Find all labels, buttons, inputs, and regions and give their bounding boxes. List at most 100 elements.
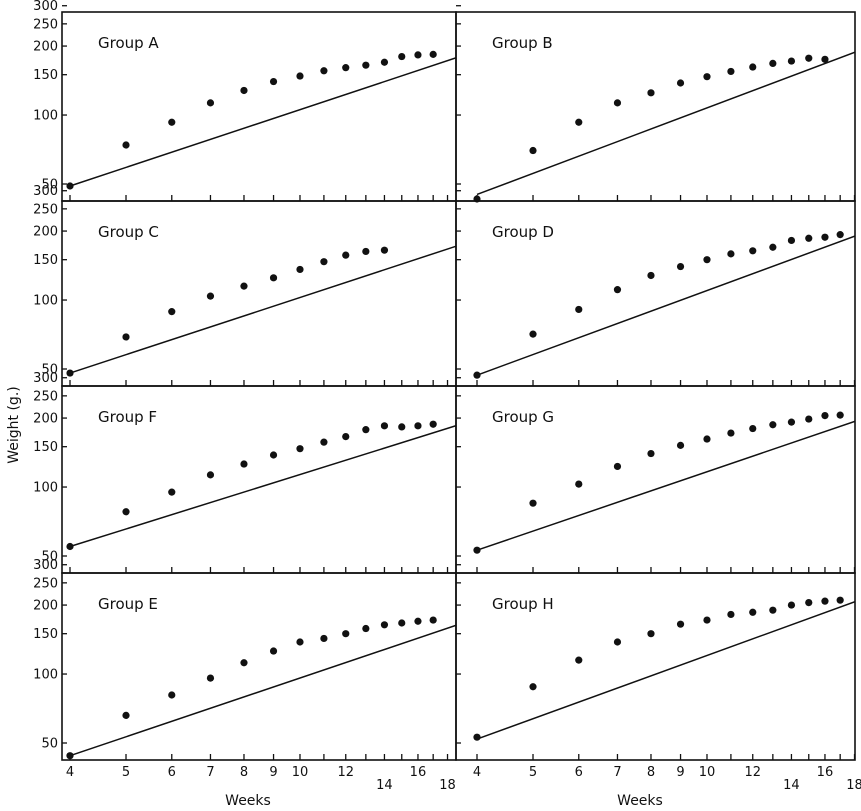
- data-point: [836, 596, 844, 604]
- y-tick-label: 100: [33, 294, 58, 309]
- y-tick-label: 200: [33, 40, 58, 55]
- data-point: [529, 330, 537, 338]
- data-point: [342, 64, 350, 72]
- data-point: [575, 305, 583, 314]
- y-tick-label: 50: [41, 550, 58, 565]
- y-tick-label: 50: [41, 737, 58, 752]
- x-tick-label: 5: [122, 765, 130, 780]
- y-tick-label: 200: [33, 225, 58, 240]
- data-point: [676, 620, 685, 628]
- data-point: [320, 258, 328, 266]
- data-point: [676, 79, 685, 87]
- data-point: [787, 418, 796, 426]
- data-point: [647, 630, 655, 638]
- data-point: [787, 601, 796, 609]
- y-tick-label: 250: [33, 576, 58, 591]
- x-tick-label: 12: [337, 765, 354, 780]
- panel-group-c: 50 100 150 200 250 300 Group C: [33, 184, 457, 387]
- data-point: [296, 72, 304, 80]
- fit-line: [69, 424, 456, 548]
- x-tick-label: 12: [744, 765, 761, 780]
- data-point: [122, 711, 130, 719]
- fit-line: [69, 245, 456, 374]
- data-point: [727, 610, 735, 619]
- data-point: [703, 256, 711, 264]
- data-point: [362, 624, 370, 633]
- data-point: [429, 50, 437, 58]
- data-point: [240, 460, 248, 468]
- x-tick-label: 10: [292, 765, 309, 780]
- data-point: [473, 733, 481, 741]
- x-tick-label: 18: [439, 778, 456, 793]
- data-point: [647, 449, 655, 458]
- data-point: [320, 67, 328, 75]
- data-point: [529, 146, 537, 155]
- data-point: [727, 250, 735, 258]
- panel-title: Group A: [98, 34, 159, 52]
- data-point: [122, 141, 130, 149]
- y-tick-label: 300: [33, 184, 58, 199]
- y-tick-label: 300: [33, 371, 58, 386]
- data-point: [320, 438, 328, 446]
- data-point: [676, 441, 685, 449]
- data-point: [240, 86, 248, 95]
- panel-title: Group G: [492, 408, 554, 426]
- data-point: [821, 412, 829, 420]
- data-point: [749, 63, 757, 71]
- data-point: [269, 647, 278, 655]
- fit-line: [69, 57, 456, 187]
- y-tick-label: 100: [33, 481, 58, 496]
- data-point: [296, 638, 304, 646]
- y-tick-label: 200: [33, 599, 58, 614]
- data-point: [414, 51, 422, 59]
- panel-group-b: Group B: [455, 5, 856, 203]
- data-point: [398, 619, 406, 627]
- x-tick-label: 6: [575, 765, 583, 780]
- data-point: [769, 59, 777, 68]
- data-point: [805, 599, 813, 607]
- panel-title: Group B: [492, 34, 553, 52]
- data-point: [727, 67, 735, 76]
- y-tick-label: 150: [33, 440, 58, 455]
- data-point: [342, 251, 350, 259]
- fit-line: [476, 420, 855, 551]
- data-point: [787, 57, 796, 65]
- panel-title: Group D: [492, 223, 554, 241]
- data-point: [805, 415, 813, 423]
- data-point: [398, 423, 406, 431]
- data-point: [769, 421, 777, 429]
- fit-line: [69, 624, 456, 757]
- data-point: [647, 89, 655, 97]
- y-tick-label: 250: [33, 389, 58, 404]
- x-tick-label: 18: [846, 778, 861, 793]
- data-point: [122, 508, 130, 516]
- y-tick-label: 100: [33, 668, 58, 683]
- data-point: [398, 52, 406, 61]
- panel-group-f: 50 100 150 200 250 300 Group F: [33, 371, 457, 574]
- data-point: [320, 634, 328, 643]
- y-tick-label: 300: [33, 558, 58, 573]
- x-tick-label: 7: [206, 765, 214, 780]
- data-point: [206, 292, 215, 300]
- x-tick-label: 4: [473, 765, 481, 780]
- data-point: [805, 234, 813, 242]
- data-point: [66, 182, 74, 190]
- data-point: [529, 499, 537, 507]
- panel-group-e: 50 100 150 200 250 300 Group E: [33, 558, 457, 761]
- data-point: [122, 333, 130, 341]
- data-point: [821, 55, 829, 63]
- x-axis-label-left: Weeks: [225, 793, 271, 809]
- y-tick-label: 50: [41, 178, 58, 193]
- data-point: [362, 426, 370, 434]
- y-tick-label: 200: [33, 412, 58, 427]
- data-point: [168, 488, 176, 496]
- panels-grid: 50 100 150 200 250 300 Group A Group B 50 100 150 2…: [33, 0, 861, 793]
- data-point: [575, 656, 583, 664]
- x-tick-label: 9: [269, 765, 277, 780]
- data-point: [613, 99, 622, 107]
- data-point: [240, 282, 248, 290]
- data-point: [429, 420, 437, 428]
- y-tick-label: 150: [33, 627, 58, 642]
- data-point: [362, 247, 370, 256]
